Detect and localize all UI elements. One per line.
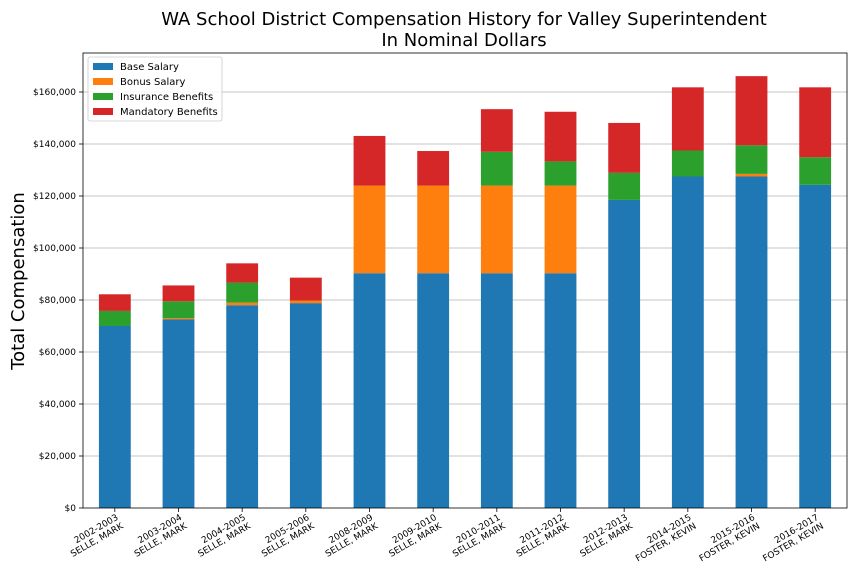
bar-mandatory-benefits [480, 109, 513, 152]
bar-insurance-benefits [544, 161, 577, 186]
legend-label: Mandatory Benefits [120, 107, 218, 118]
y-tick-label: $20,000 [39, 452, 76, 462]
legend-swatch [93, 63, 113, 70]
bar-insurance-benefits [98, 310, 131, 326]
bar-base-salary [480, 273, 513, 508]
y-axis-ticks: $0 $20,000 $40,000 $60,000 $80,000 $100,000 $1… [33, 88, 83, 514]
bar-bonus-salary [162, 318, 195, 320]
bar-base-salary [735, 176, 768, 508]
bar-base-salary [353, 273, 386, 508]
legend-label: Insurance Benefits [120, 92, 213, 103]
legend-swatch [93, 78, 113, 85]
bar-mandatory-benefits [544, 111, 577, 162]
legend-swatch [93, 108, 113, 115]
plot-area-frame [82, 52, 848, 509]
gridlines [83, 91, 847, 457]
bar-base-salary [98, 326, 131, 508]
bar-base-salary [799, 184, 832, 508]
bar-mandatory-benefits [671, 87, 704, 151]
bar-mandatory-benefits [289, 277, 322, 301]
bar-base-salary [226, 305, 259, 508]
bar-insurance-benefits [480, 151, 513, 186]
bar-mandatory-benefits [608, 122, 641, 173]
chart-title-line-1: WA School District Compensation History … [161, 9, 767, 30]
y-tick-label: $0 [65, 504, 77, 514]
legend-label: Base Salary [120, 62, 179, 73]
chart-title-line-2: In Nominal Dollars [381, 30, 546, 51]
y-tick-label: $140,000 [33, 140, 76, 150]
bar-mandatory-benefits [98, 294, 131, 311]
bar-bonus-salary [544, 185, 577, 274]
bar-insurance-benefits [671, 150, 704, 177]
bar-mandatory-benefits [353, 135, 386, 186]
bar-insurance-benefits [735, 145, 768, 174]
bar-mandatory-benefits [417, 151, 450, 186]
legend: Base Salary Bonus Salary Insurance Benefit… [87, 56, 223, 122]
bar-insurance-benefits [799, 157, 832, 185]
bars [98, 76, 832, 508]
bar-base-salary [671, 176, 704, 508]
bar-mandatory-benefits [735, 76, 768, 146]
legend-swatch [93, 93, 113, 100]
bar-insurance-benefits [162, 301, 195, 319]
legend-box [87, 56, 223, 122]
bar-bonus-salary [289, 300, 322, 304]
y-tick-label: $120,000 [33, 192, 76, 202]
bar-base-salary [289, 303, 322, 508]
bar-insurance-benefits [226, 282, 259, 303]
bar-bonus-salary [353, 185, 386, 274]
legend-label: Bonus Salary [120, 77, 186, 88]
bar-base-salary [608, 199, 641, 508]
bar-bonus-salary [735, 173, 768, 177]
y-tick-label: $80,000 [39, 296, 76, 306]
y-axis-label: Total Compensation [8, 192, 29, 371]
bar-mandatory-benefits [226, 263, 259, 283]
bar-bonus-salary [226, 302, 259, 306]
bar-mandatory-benefits [799, 87, 832, 158]
y-tick-label: $40,000 [39, 400, 76, 410]
bar-mandatory-benefits [162, 285, 195, 302]
y-tick-label: $160,000 [33, 88, 76, 98]
y-tick-label: $60,000 [39, 348, 76, 358]
bar-bonus-salary [480, 185, 513, 274]
bar-bonus-salary [417, 185, 450, 274]
bar-base-salary [417, 273, 450, 508]
bar-base-salary [162, 319, 195, 508]
bar-base-salary [544, 273, 577, 508]
y-tick-label: $100,000 [33, 244, 76, 254]
bar-insurance-benefits [608, 172, 641, 200]
